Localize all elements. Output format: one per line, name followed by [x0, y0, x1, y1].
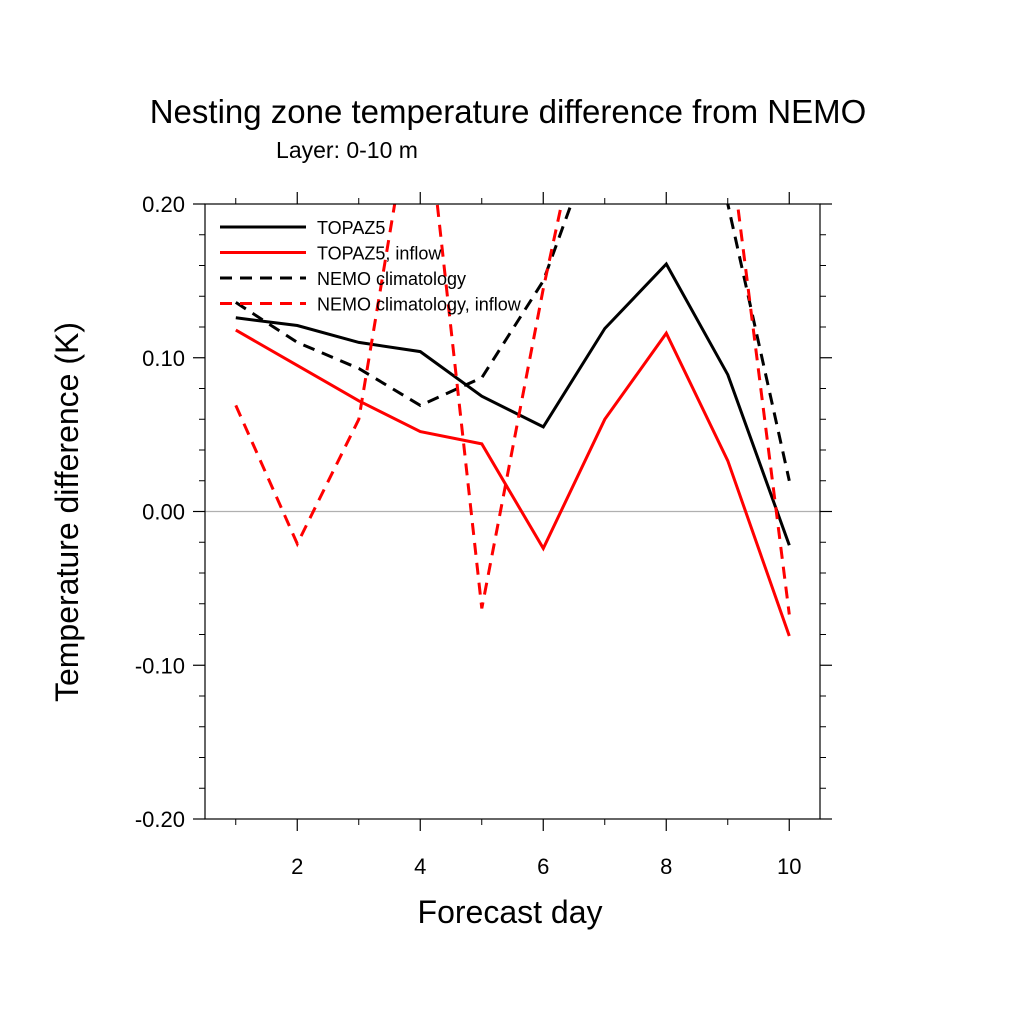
legend-label: NEMO climatology — [317, 269, 466, 289]
series-line-topaz5 — [235, 261, 791, 546]
legend-label: NEMO climatology, inflow — [317, 295, 522, 315]
x-tick-label: 8 — [660, 854, 672, 879]
x-axis-label: Forecast day — [418, 894, 603, 930]
series-line-nemo-climatology-inflow — [234, 204, 791, 615]
y-tick-label: -0.10 — [135, 653, 185, 678]
x-tick-label: 2 — [291, 854, 303, 879]
x-tick-label: 10 — [777, 854, 801, 879]
series-line-topaz5-inflow — [235, 328, 791, 637]
legend-label: TOPAZ5, inflow — [317, 244, 442, 264]
legend-label: TOPAZ5 — [317, 218, 385, 238]
y-tick-label: 0.10 — [142, 346, 185, 371]
series-line-nemo-climatology — [234, 204, 791, 482]
y-axis-label: Temperature difference (K) — [49, 322, 85, 702]
x-tick-label: 4 — [414, 854, 426, 879]
chart-subtitle: Layer: 0-10 m — [276, 137, 418, 163]
y-tick-label: 0.00 — [142, 500, 185, 525]
y-tick-label: 0.20 — [142, 192, 185, 217]
y-tick-label: -0.20 — [135, 807, 185, 832]
chart-title: Nesting zone temperature difference from… — [150, 93, 867, 130]
x-tick-label: 6 — [537, 854, 549, 879]
